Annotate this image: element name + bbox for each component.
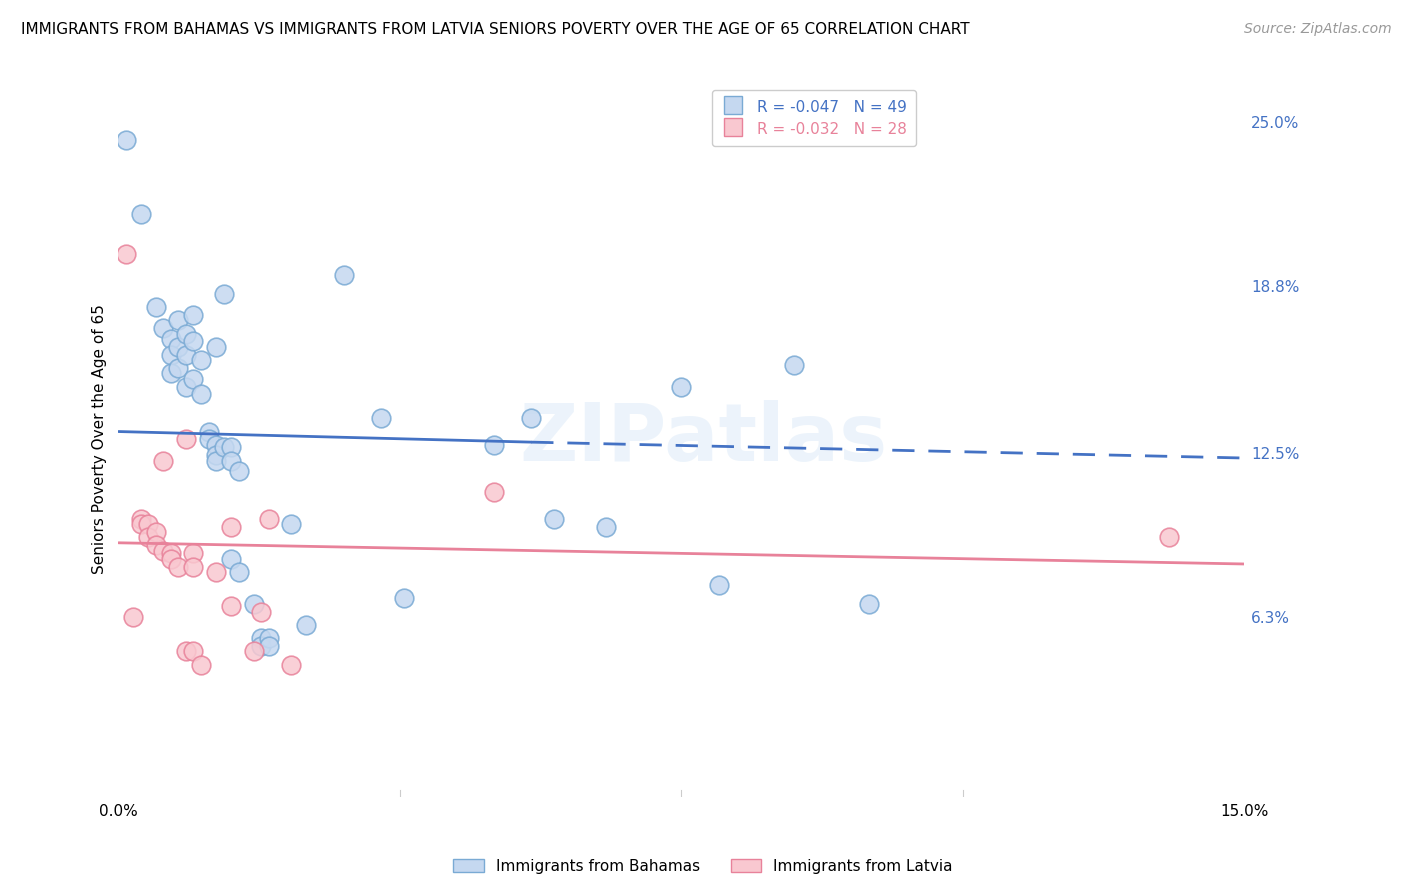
Point <box>219 453 242 467</box>
Point <box>167 361 190 376</box>
Point <box>242 597 264 611</box>
Point <box>482 485 505 500</box>
Point <box>671 379 693 393</box>
Point <box>167 559 190 574</box>
Point <box>332 268 354 283</box>
Point <box>145 525 167 540</box>
Point <box>1159 531 1181 545</box>
Point <box>520 411 543 425</box>
Point <box>167 340 190 354</box>
Point <box>183 371 205 385</box>
Point <box>190 387 212 401</box>
Point <box>219 599 242 614</box>
Point <box>167 313 190 327</box>
Legend: R = -0.047   N = 49, R = -0.032   N = 28: R = -0.047 N = 49, R = -0.032 N = 28 <box>713 89 915 146</box>
Point <box>197 433 219 447</box>
Point <box>707 578 730 592</box>
Point <box>174 348 197 362</box>
Point <box>145 300 167 314</box>
Point <box>205 340 228 354</box>
Point <box>370 411 392 425</box>
Point <box>212 286 235 301</box>
Point <box>160 366 183 380</box>
Point <box>160 546 183 560</box>
Point <box>205 565 228 579</box>
Point <box>152 321 174 335</box>
Point <box>183 546 205 560</box>
Point <box>152 543 174 558</box>
Point <box>219 551 242 566</box>
Point <box>219 441 242 455</box>
Point <box>543 512 565 526</box>
Point <box>205 438 228 452</box>
Point <box>250 639 273 653</box>
Point <box>197 425 219 439</box>
Point <box>129 207 152 221</box>
Point <box>228 565 250 579</box>
Point <box>183 559 205 574</box>
Text: IMMIGRANTS FROM BAHAMAS VS IMMIGRANTS FROM LATVIA SENIORS POVERTY OVER THE AGE O: IMMIGRANTS FROM BAHAMAS VS IMMIGRANTS FR… <box>21 22 970 37</box>
Point <box>228 464 250 478</box>
Point <box>257 639 280 653</box>
Point <box>174 326 197 341</box>
Point <box>145 538 167 552</box>
Point <box>257 512 280 526</box>
Point <box>280 657 302 672</box>
Point <box>160 551 183 566</box>
Point <box>174 379 197 393</box>
Point <box>280 517 302 532</box>
Y-axis label: Seniors Poverty Over the Age of 65: Seniors Poverty Over the Age of 65 <box>93 304 107 574</box>
Point <box>183 644 205 658</box>
Point <box>242 644 264 658</box>
Legend: Immigrants from Bahamas, Immigrants from Latvia: Immigrants from Bahamas, Immigrants from… <box>447 853 959 880</box>
Point <box>174 644 197 658</box>
Point <box>250 631 273 645</box>
Point <box>183 334 205 349</box>
Text: Source: ZipAtlas.com: Source: ZipAtlas.com <box>1244 22 1392 37</box>
Point <box>129 512 152 526</box>
Point <box>115 247 138 261</box>
Point <box>250 605 273 619</box>
Point <box>174 433 197 447</box>
Point <box>219 520 242 534</box>
Point <box>160 332 183 346</box>
Point <box>115 133 138 147</box>
Point <box>858 597 880 611</box>
Point <box>152 453 174 467</box>
Point <box>122 610 145 624</box>
Point <box>160 348 183 362</box>
Point <box>482 438 505 452</box>
Point <box>257 631 280 645</box>
Point <box>212 441 235 455</box>
Point <box>205 449 228 463</box>
Point <box>205 453 228 467</box>
Point <box>138 517 160 532</box>
Text: ZIPatlas: ZIPatlas <box>520 401 889 478</box>
Point <box>183 308 205 322</box>
Point <box>392 591 415 606</box>
Point <box>595 520 617 534</box>
Point <box>138 531 160 545</box>
Point <box>783 359 806 373</box>
Point <box>129 517 152 532</box>
Point <box>190 657 212 672</box>
Point <box>295 618 318 632</box>
Point <box>190 353 212 368</box>
